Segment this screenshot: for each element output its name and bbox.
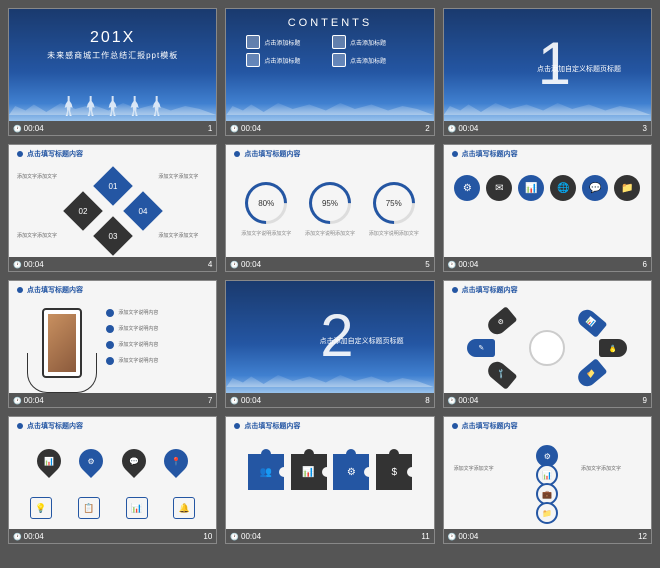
pin-icons: 📊 ⚙ 💬 📍: [17, 439, 208, 489]
puzzle-pieces: 👥 📊 ⚙ $: [234, 439, 425, 505]
icon-circles: ⚙✉📊 🌐💬📁: [452, 167, 643, 201]
progress-circles: 80% 95% 75%: [234, 167, 425, 224]
slide-9[interactable]: 点击填写标题内容 ✎⚙📊 💡📁🔧 00:049: [443, 280, 652, 408]
slide-6[interactable]: 点击填写标题内容 ⚙✉📊 🌐💬📁 00:046: [443, 144, 652, 272]
runners-graphic: [53, 96, 173, 121]
square-icons: 💡📋📊🔔: [17, 489, 208, 519]
section-label: 点击添加自定义标题页标题: [537, 64, 621, 74]
slide-8[interactable]: 2 点击添加自定义标题页标题 00:048: [225, 280, 434, 408]
slide-7[interactable]: 点击填写标题内容 添加文字说明内容 添加文字说明内容 添加文字说明内容 添加文字…: [8, 280, 217, 408]
slide-10[interactable]: 点击填写标题内容 📊 ⚙ 💬 📍 💡📋📊🔔 00:0410: [8, 416, 217, 544]
contents-list: 点击添加标题 点击添加标题 点击添加标题 点击添加标题: [226, 29, 433, 73]
main-subtitle: 未来感商城工作总结汇报ppt模板: [9, 50, 216, 61]
diamond-diagram: 01 02 04 03: [17, 167, 208, 257]
slide-11[interactable]: 点击填写标题内容 👥 📊 ⚙ $ 00:0411: [225, 416, 434, 544]
slide-12[interactable]: 点击填写标题内容 ⚙ 📊 💼 📁 添加文字添加文字 添加文字添加文字 00:04…: [443, 416, 652, 544]
bullet-list: 添加文字说明内容 添加文字说明内容 添加文字说明内容 添加文字说明内容: [106, 309, 206, 373]
slide-number: 1: [208, 124, 212, 133]
timestamp: 00:04: [13, 124, 44, 133]
contents-heading: CONTENTS: [226, 9, 433, 29]
radial-diagram: ✎⚙📊 💡📁🔧: [452, 303, 643, 393]
slide-1[interactable]: 201X 未来感商城工作总结汇报ppt模板 00:04 1: [8, 8, 217, 136]
slide-grid: 201X 未来感商城工作总结汇报ppt模板 00:04 1 CONTENTS 点击…: [0, 0, 660, 552]
year-title: 201X: [9, 9, 216, 47]
phone-illustration: [27, 303, 97, 393]
slide-5[interactable]: 点击填写标题内容 80% 95% 75% 添加文字说明添加文字 添加文字说明添加…: [225, 144, 434, 272]
slide-3[interactable]: 1 点击添加自定义标题页标题 00:043: [443, 8, 652, 136]
slide-2[interactable]: CONTENTS 点击添加标题 点击添加标题 点击添加标题 点击添加标题 00:…: [225, 8, 434, 136]
stacked-circles: ⚙ 📊 💼 📁: [452, 439, 643, 521]
section-label: 点击添加自定义标题页标题: [320, 336, 404, 346]
slide-4[interactable]: 点击填写标题内容 01 02 04 03 添加文字添加文字 添加文字添加文字 添…: [8, 144, 217, 272]
